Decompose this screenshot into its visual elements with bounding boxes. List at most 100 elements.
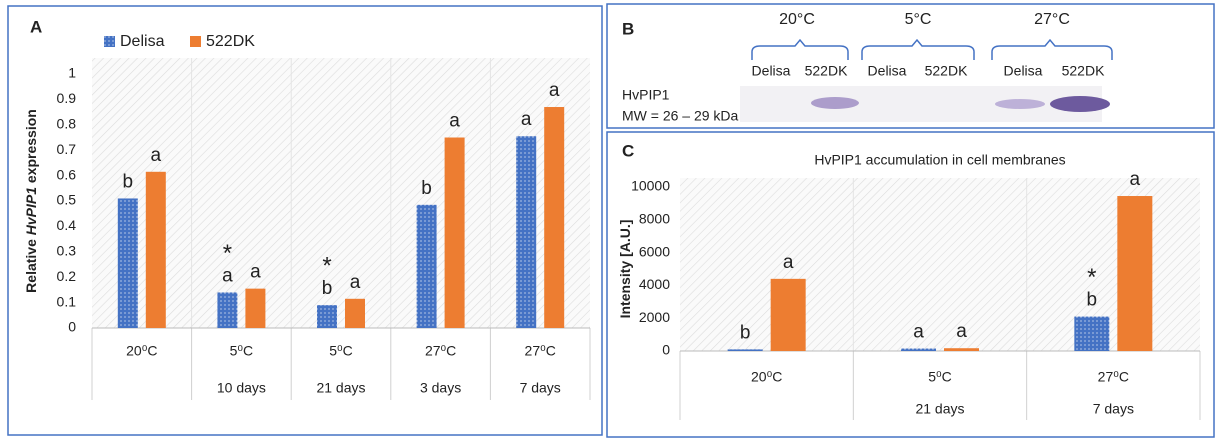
blot-temp: 27°C — [1034, 11, 1070, 28]
bar — [217, 292, 237, 328]
bar — [901, 349, 936, 351]
blot-panel: B 20°C 5°C 27°C Delisa 522DK Delisa 522D… — [622, 11, 1112, 123]
y-axis-label-part: expression — [23, 109, 39, 187]
significance-letter: b — [421, 178, 432, 199]
x-tick-label: 20⁰C — [751, 369, 782, 385]
significance-letter: a — [250, 262, 261, 283]
y-axis-label-part: Relative — [23, 235, 39, 293]
lane-label: 522DK — [925, 63, 968, 79]
y-axis-label: Relative HvPIP1 expression — [23, 109, 39, 293]
blot-temp: 20°C — [779, 11, 815, 28]
blot-band — [811, 97, 859, 109]
panel-letter: A — [30, 17, 42, 36]
y-tick-label: 0.4 — [57, 217, 77, 233]
significance-letter: b — [322, 278, 333, 299]
significance-letter: a — [1130, 169, 1141, 190]
significance-letter: a — [783, 252, 794, 273]
y-tick-label: 0.2 — [57, 268, 77, 284]
significance-letter: a — [521, 109, 532, 130]
significance-letter: b — [1087, 290, 1098, 311]
x-sublabel: 7 days — [520, 380, 561, 396]
figure: B 20°C 5°C 27°C Delisa 522DK Delisa 522D… — [0, 0, 1219, 441]
y-tick-label: 0.8 — [57, 116, 77, 132]
bar — [1074, 317, 1109, 351]
x-tick-label: 27⁰C — [525, 343, 556, 359]
lane-label: Delisa — [868, 63, 907, 79]
y-tick-label: 8000 — [639, 211, 670, 227]
mw-label: MW = 26 – 29 kDa — [622, 108, 739, 124]
page: B 20°C 5°C 27°C Delisa 522DK Delisa 522D… — [0, 0, 1219, 446]
bar — [146, 172, 166, 328]
significance-letter: b — [740, 322, 751, 343]
significance-letter: a — [222, 265, 233, 286]
blot-band — [995, 99, 1045, 109]
x-tick-label: 27⁰C — [1098, 369, 1129, 385]
bar — [317, 305, 337, 328]
significance-letter: a — [913, 322, 924, 343]
brace — [992, 40, 1112, 60]
legend-swatch — [190, 36, 201, 47]
y-tick-label: 6000 — [639, 243, 670, 259]
x-tick-label: 20⁰C — [126, 343, 157, 359]
legend-swatch — [104, 36, 115, 47]
lane-label: Delisa — [752, 63, 791, 79]
x-sublabel: 21 days — [316, 380, 365, 396]
significance-letter: a — [350, 272, 361, 293]
blot-temp: 5°C — [905, 11, 932, 28]
bar — [944, 348, 979, 351]
lane-label: 522DK — [1062, 63, 1105, 79]
protein-label: HvPIP1 — [622, 87, 670, 103]
y-axis-label-part: Intensity [A.U.] — [617, 220, 633, 319]
legend-label: 522DK — [206, 33, 255, 50]
y-tick-label: 2000 — [639, 309, 670, 325]
x-tick-label: 5⁰C — [928, 369, 952, 385]
y-tick-label: 0 — [662, 342, 670, 358]
bar — [1117, 196, 1152, 351]
panel-letter: B — [622, 19, 634, 38]
x-sublabel: 7 days — [1093, 401, 1134, 417]
y-tick-label: 0.1 — [57, 293, 77, 309]
x-tick-label: 5⁰C — [329, 343, 353, 359]
y-axis-label-part: HvPIP1 — [23, 187, 39, 235]
significance-letter: b — [123, 171, 134, 192]
bar — [417, 205, 437, 328]
bar — [345, 299, 365, 328]
brace — [862, 40, 974, 60]
brace — [752, 40, 848, 60]
chart-title: HvPIP1 accumulation in cell membranes — [814, 152, 1065, 168]
y-tick-label: 0.7 — [57, 141, 77, 157]
significance-letter: a — [549, 80, 560, 101]
lane-label: 522DK — [805, 63, 848, 79]
lane-label: Delisa — [1004, 63, 1043, 79]
y-tick-label: 10000 — [631, 178, 670, 194]
asterisk: * — [223, 240, 232, 267]
x-tick-label: 5⁰C — [230, 343, 254, 359]
bar — [728, 349, 763, 351]
significance-letter: a — [151, 145, 162, 166]
panel-letter: C — [622, 141, 634, 160]
y-tick-label: 0.6 — [57, 166, 77, 182]
significance-letter: a — [449, 111, 460, 132]
blot-band — [1050, 96, 1110, 112]
y-tick-label: 0.9 — [57, 90, 77, 106]
bar — [771, 279, 806, 351]
asterisk: * — [322, 252, 331, 279]
bar — [245, 289, 265, 328]
bar — [118, 198, 138, 328]
x-sublabel: 21 days — [915, 401, 964, 417]
y-tick-label: 0.3 — [57, 243, 77, 259]
legend-label: Delisa — [120, 33, 165, 50]
x-tick-label: 27⁰C — [425, 343, 456, 359]
y-tick-label: 4000 — [639, 276, 670, 292]
y-tick-label: 1 — [68, 65, 76, 81]
asterisk: * — [1087, 264, 1096, 291]
significance-letter: a — [956, 321, 967, 342]
bar — [544, 107, 564, 328]
y-axis-label: Intensity [A.U.] — [617, 220, 633, 319]
y-tick-label: 0.5 — [57, 192, 77, 208]
plot-background — [92, 58, 590, 328]
blot-strip — [740, 86, 1102, 122]
x-sublabel: 3 days — [420, 380, 461, 396]
bar — [445, 138, 465, 329]
x-sublabel: 10 days — [217, 380, 266, 396]
